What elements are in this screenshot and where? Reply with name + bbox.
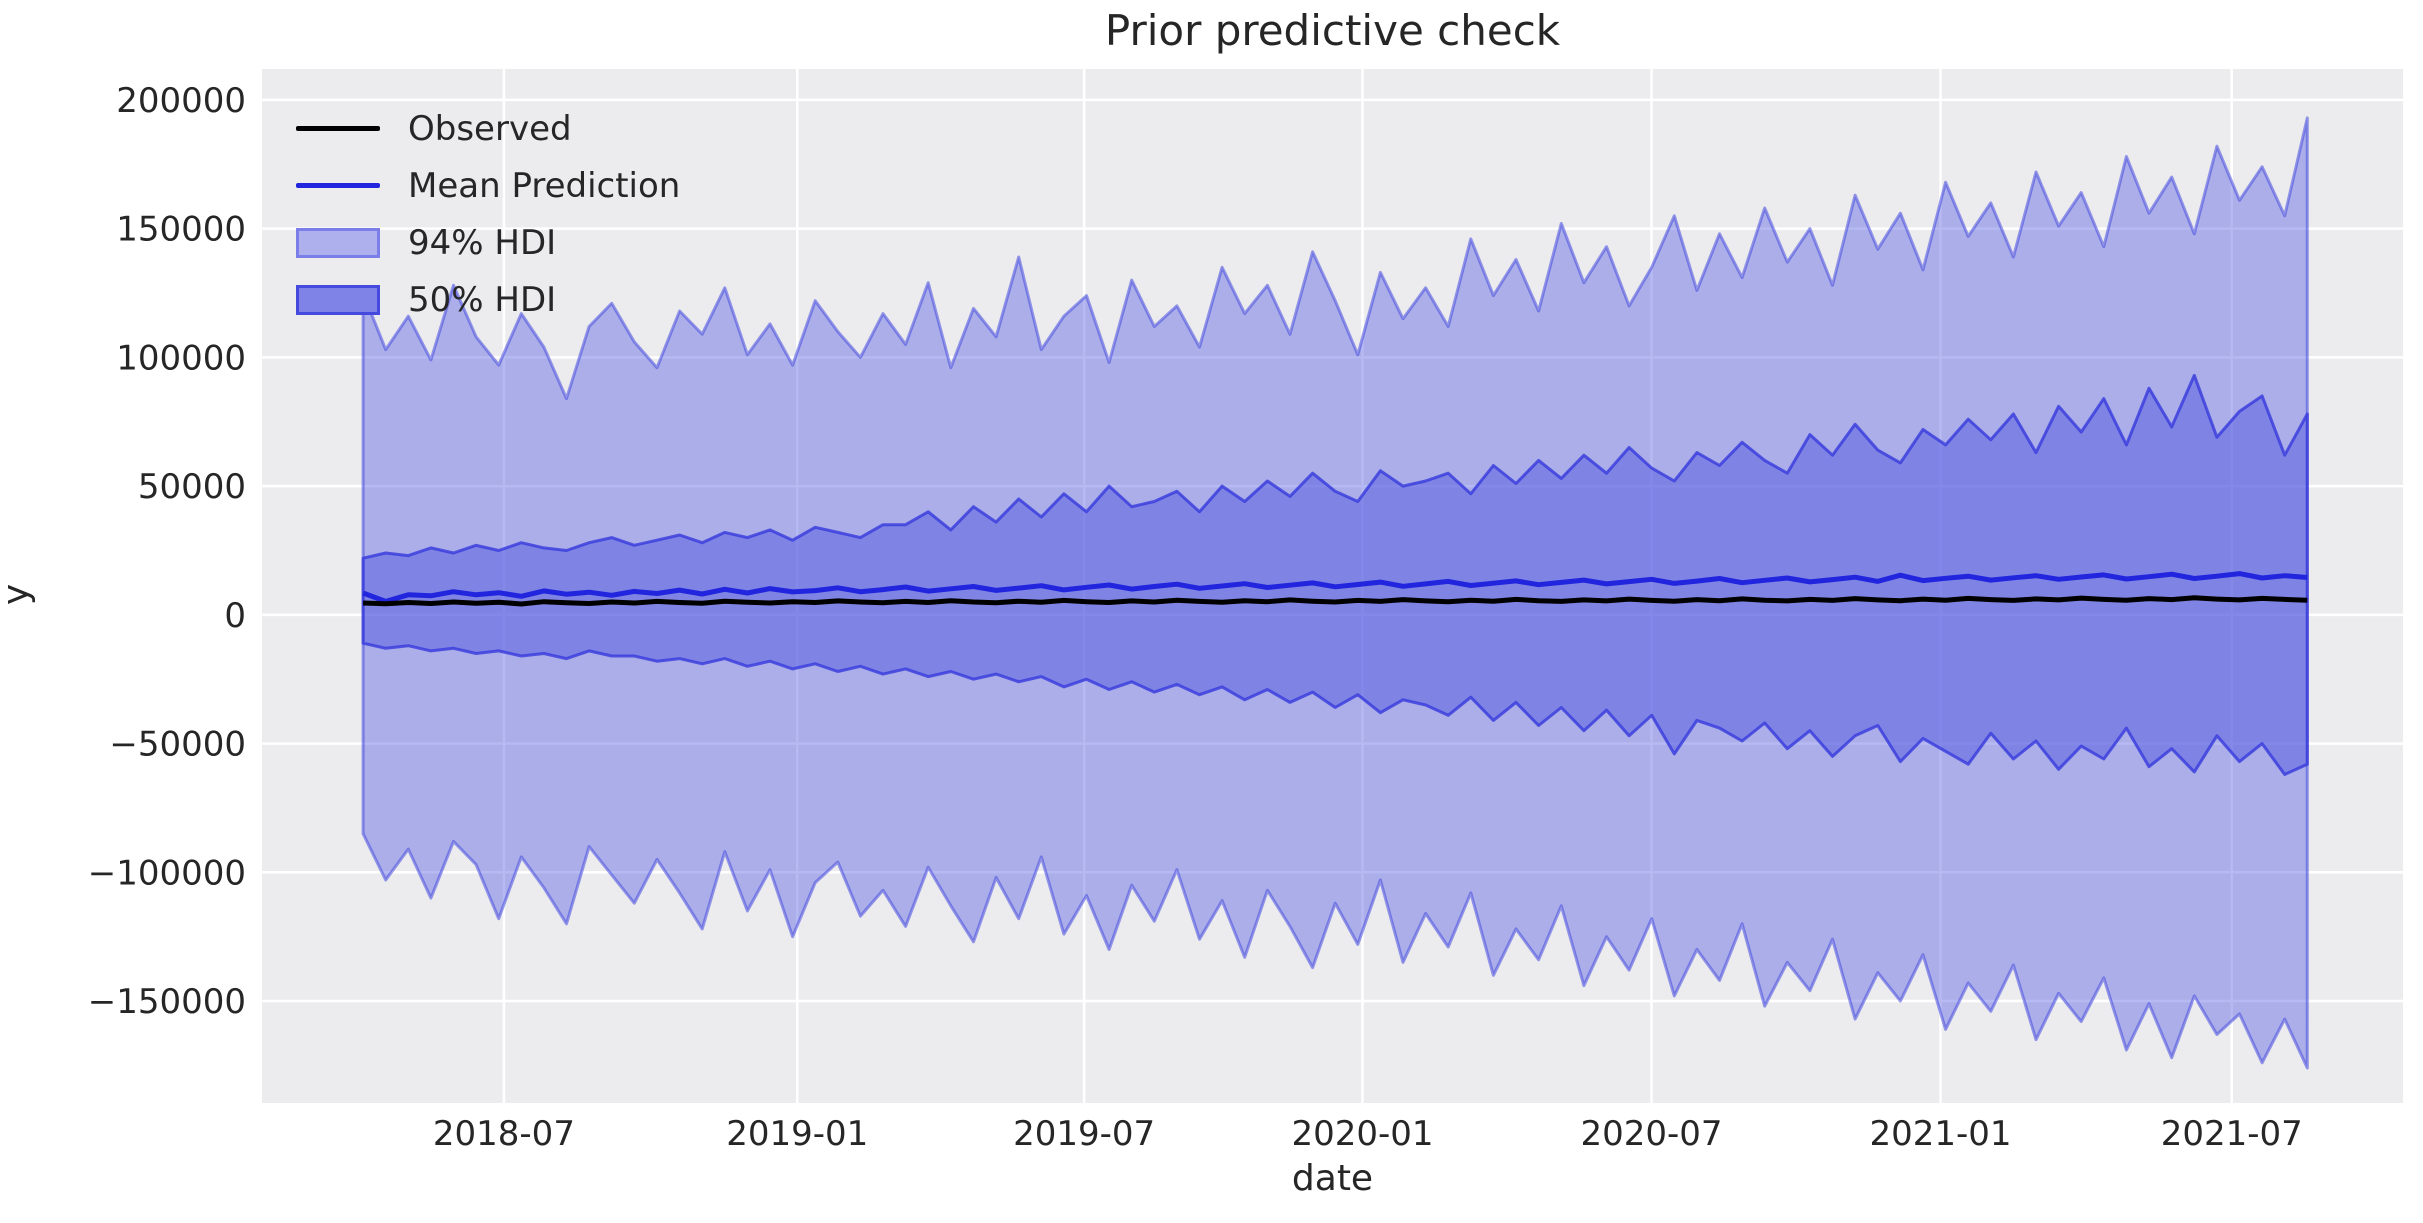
y-tick-label: 200000 xyxy=(116,81,246,121)
hdi50-patch-swatch xyxy=(296,284,380,315)
y-tick-label: 150000 xyxy=(116,210,246,250)
observed-line-swatch xyxy=(296,126,380,131)
mean-prediction-line-swatch xyxy=(296,183,380,188)
mean-prediction-line xyxy=(362,571,2308,604)
legend-label: 94% HDI xyxy=(408,222,557,263)
x-tick-label: 2020-07 xyxy=(1580,1114,1722,1154)
y-tick-label: 50000 xyxy=(138,467,246,507)
x-tick-label: 2018-07 xyxy=(433,1114,575,1154)
y-axis-label: y xyxy=(0,325,37,865)
legend-label: 50% HDI xyxy=(408,279,557,320)
legend-item-observed: Observed xyxy=(296,100,680,157)
legend-label: Observed xyxy=(408,108,572,149)
legend-item-50-hdi: 50% HDI xyxy=(296,271,680,328)
y-tick-label: 100000 xyxy=(116,338,246,378)
y-tick-label: −100000 xyxy=(88,853,246,893)
legend-label: Mean Prediction xyxy=(408,165,681,206)
legend: Observed Mean Prediction 94% HDI 50% HDI xyxy=(296,100,680,328)
y-tick-label: −50000 xyxy=(109,725,246,765)
observed-line xyxy=(363,595,2308,607)
x-tick-label: 2019-07 xyxy=(1013,1114,1155,1154)
chart-title: Prior predictive check xyxy=(1104,6,1561,55)
hdi50-band xyxy=(361,373,2309,776)
x-tick-label: 2021-07 xyxy=(2161,1114,2303,1154)
x-tick-label: 2021-01 xyxy=(1870,1114,2012,1154)
hdi94-patch-swatch xyxy=(296,227,380,258)
x-tick-label: 2019-01 xyxy=(726,1114,868,1154)
y-tick-label: 0 xyxy=(224,596,246,636)
x-tick-label: 2020-01 xyxy=(1291,1114,1433,1154)
y-tick-label: −150000 xyxy=(88,982,246,1022)
x-axis-label: date xyxy=(1291,1158,1374,1199)
legend-item-mean-prediction: Mean Prediction xyxy=(296,157,680,214)
legend-item-94-hdi: 94% HDI xyxy=(296,214,680,271)
